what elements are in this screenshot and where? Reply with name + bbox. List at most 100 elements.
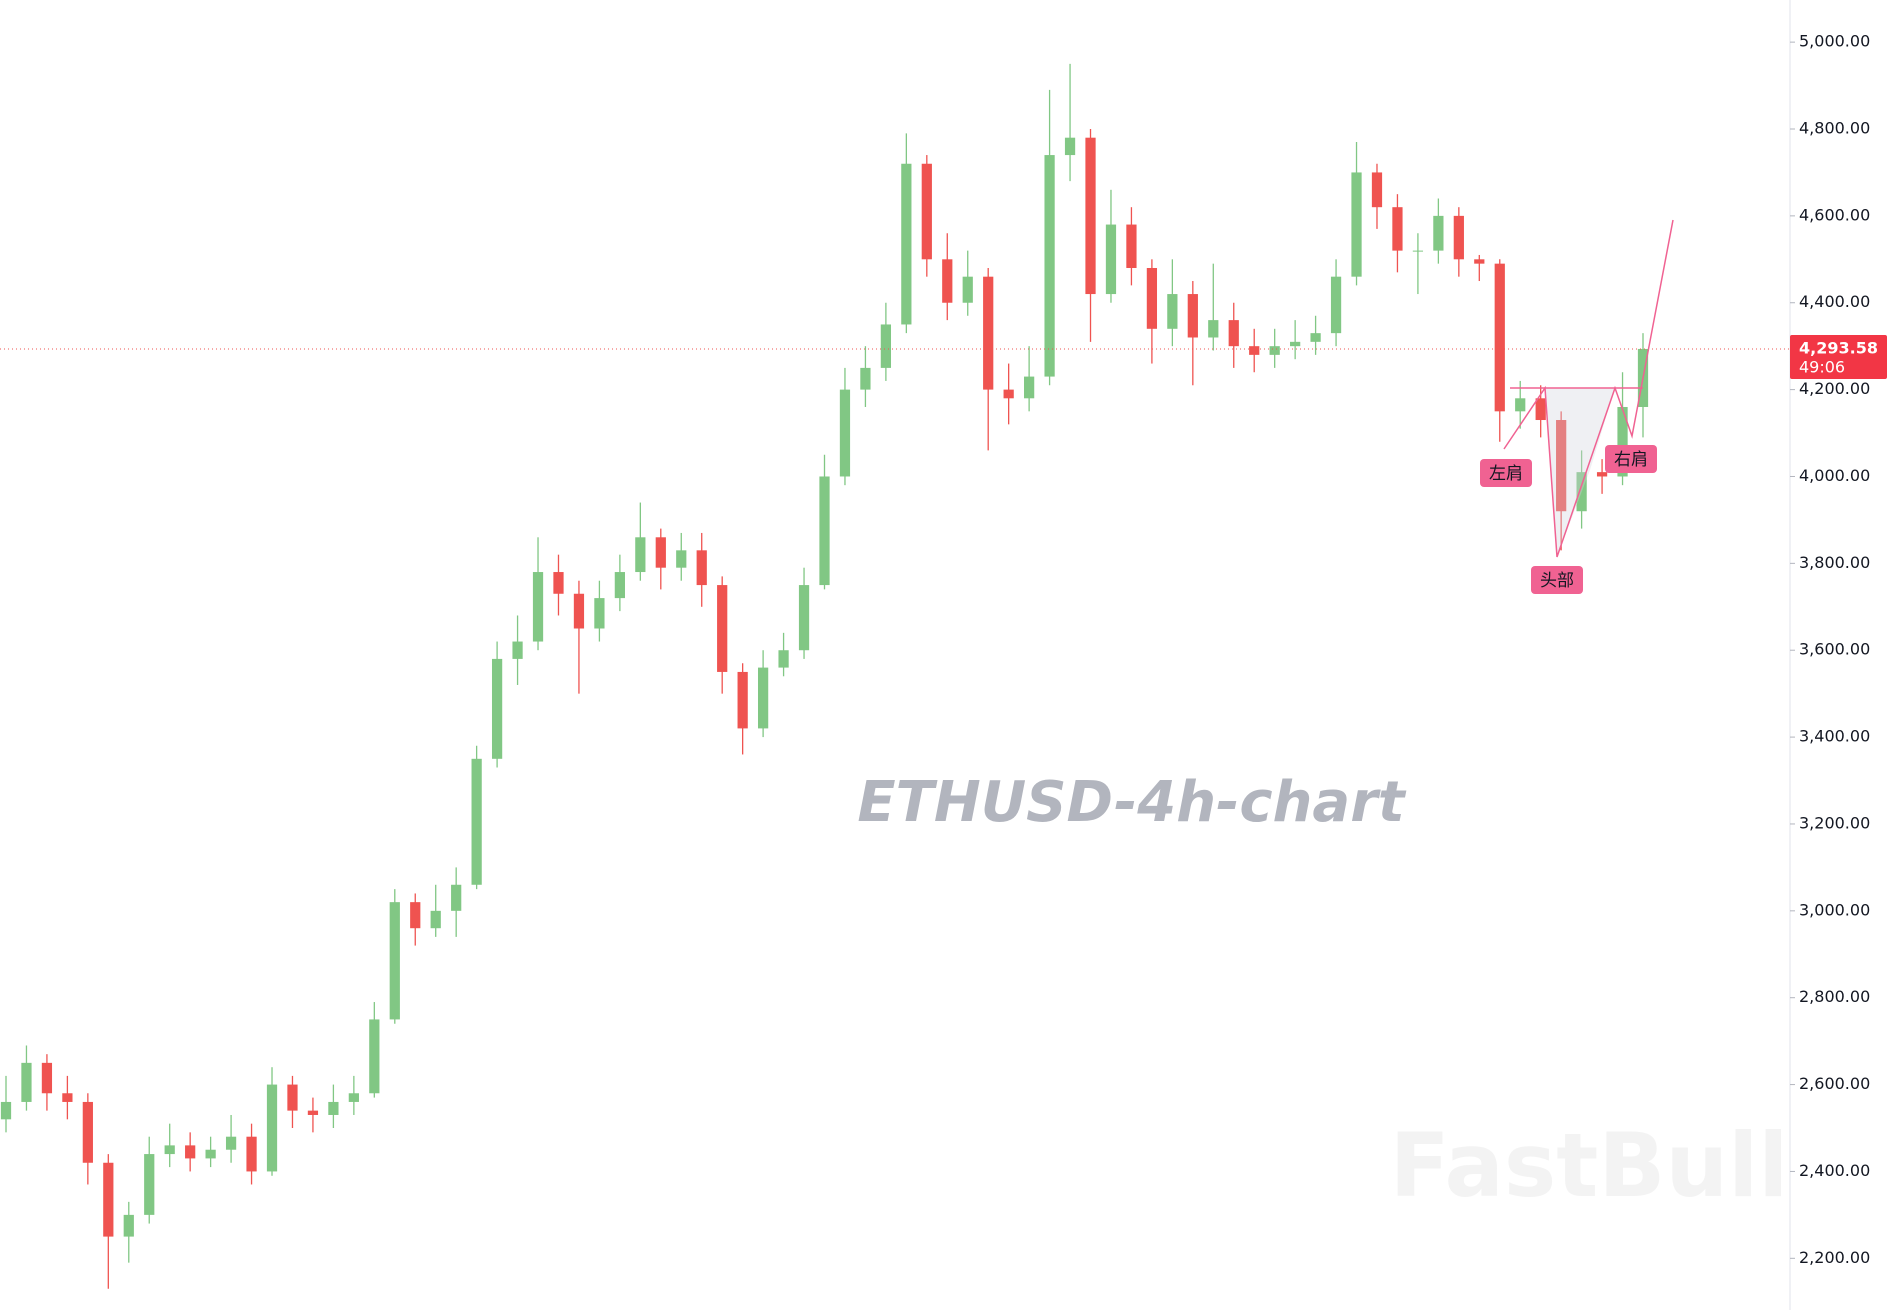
candle-body: [983, 276, 994, 390]
candle-body: [778, 650, 789, 668]
candle-body: [512, 641, 523, 659]
candle-body: [635, 537, 646, 573]
candle-body: [880, 324, 892, 368]
y-tick-label: 2,200.00: [1799, 1248, 1870, 1267]
candle-body: [471, 758, 482, 885]
candle-body: [798, 585, 810, 651]
candle-body: [676, 550, 687, 568]
candle-body: [962, 276, 973, 303]
candle-body: [901, 163, 912, 325]
candle-body: [1453, 215, 1464, 260]
candle-body: [1596, 472, 1608, 477]
candle-body: [328, 1101, 339, 1115]
candle-body: [1617, 406, 1628, 477]
candle-body: [144, 1154, 155, 1215]
candle-body: [1515, 398, 1526, 412]
candle-body: [757, 667, 769, 729]
candle-body: [1392, 207, 1403, 251]
candle-body: [942, 259, 953, 303]
candle-body: [553, 572, 564, 594]
annotation: 左肩 头部 右肩: [1480, 445, 1657, 594]
last-price-label: 4,293.58: [1799, 338, 1878, 357]
candle-body: [103, 1162, 114, 1237]
y-tick-label: 4,000.00: [1799, 466, 1870, 485]
candle-body: [1167, 294, 1178, 329]
candle-body: [1044, 155, 1055, 377]
y-tick-label: 3,200.00: [1799, 813, 1870, 832]
candle-body: [225, 1136, 237, 1150]
watermark: ETHUSD-4h-chart: [857, 770, 1406, 835]
candle-body: [1556, 420, 1567, 512]
candle-body: [1085, 137, 1096, 295]
candle-body: [0, 1101, 12, 1120]
brand-watermark: FastBull: [1390, 1114, 1789, 1217]
last-price-box: [1790, 334, 1887, 379]
candle-body: [717, 585, 728, 672]
candle-body: [1576, 472, 1587, 512]
y-tick-label: 4,200.00: [1799, 379, 1870, 398]
candle-body: [819, 476, 830, 586]
candle-body: [1351, 172, 1362, 277]
y-tick-label: 2,600.00: [1799, 1074, 1870, 1093]
candle-body: [1126, 224, 1137, 268]
candle-body: [1535, 398, 1546, 421]
candle-body: [1310, 333, 1321, 342]
pattern-fill: [1545, 388, 1615, 557]
y-tick-label: 3,000.00: [1799, 900, 1870, 919]
candle-body: [451, 884, 462, 911]
candle-body: [614, 572, 625, 599]
candle-body: [185, 1145, 196, 1159]
candle-body: [62, 1093, 73, 1102]
candle-body: [1371, 172, 1383, 208]
candle-body: [41, 1062, 53, 1094]
candle-body: [164, 1145, 175, 1155]
candles: [0, 63, 1790, 1289]
y-axis: 2,200.00 2,400.00 2,600.00 2,800.00 3,000.00…: [1790, 32, 1887, 1267]
candle-body: [921, 163, 932, 260]
candle-body: [594, 598, 605, 629]
annotation-box: [1480, 459, 1532, 487]
y-tick-label: 2,400.00: [1799, 1161, 1870, 1180]
candle-body: [1105, 224, 1117, 295]
candle-body: [1208, 320, 1219, 338]
candle-body: [1433, 215, 1444, 251]
candle-body: [1269, 346, 1280, 355]
candle-body: [1003, 389, 1014, 399]
candle-body: [246, 1136, 257, 1172]
candle-body: [1290, 341, 1301, 347]
candle-body: [1228, 320, 1239, 347]
candle-body: [860, 367, 871, 390]
annotation-box: [1605, 445, 1657, 473]
y-tick-label: 4,400.00: [1799, 292, 1870, 311]
candle-body: [1024, 376, 1035, 399]
candle-body: [1330, 276, 1342, 334]
candle-body: [266, 1084, 278, 1172]
y-tick-label: 2,800.00: [1799, 987, 1870, 1006]
candle-body: [1064, 137, 1076, 156]
pattern-drawing: [1503, 219, 1674, 558]
annotation-box: [1531, 566, 1583, 594]
countdown: 49:06: [1799, 357, 1845, 376]
y-tick-label: 3,600.00: [1799, 640, 1870, 659]
candle-body: [123, 1214, 134, 1237]
y-tick-label: 3,800.00: [1799, 553, 1870, 572]
y-tick-label: 4,800.00: [1799, 119, 1870, 138]
candle-body: [532, 572, 544, 642]
y-tick-label: 5,000.00: [1799, 32, 1870, 51]
candle-body: [21, 1062, 32, 1102]
candle-body: [430, 910, 441, 929]
candle-body: [1494, 263, 1505, 412]
candle-body: [1249, 346, 1260, 355]
y-tick-label: 3,400.00: [1799, 727, 1870, 746]
candle-body: [1474, 259, 1485, 264]
candle-body: [389, 902, 400, 1020]
annotation-label: 头部: [1540, 571, 1574, 591]
candle-body: [369, 1019, 380, 1094]
y-tick-label: 4,600.00: [1799, 205, 1870, 224]
candle-body: [287, 1084, 298, 1111]
candle-body: [348, 1093, 359, 1102]
candle-body: [1412, 250, 1424, 252]
annotation-label: 左肩: [1489, 464, 1523, 484]
candle-body: [1146, 267, 1158, 329]
